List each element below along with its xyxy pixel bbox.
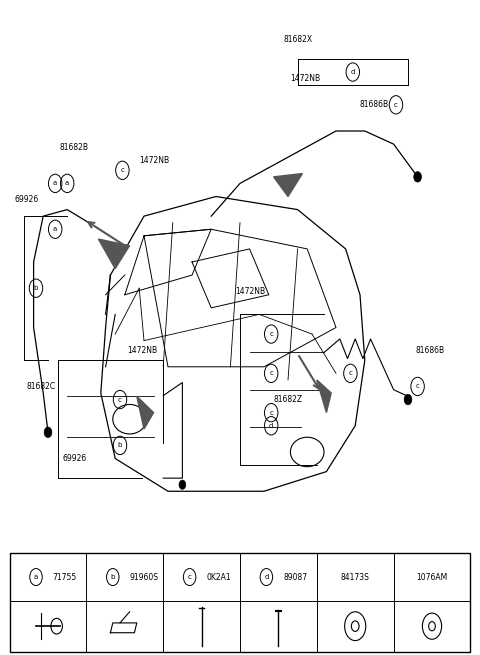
Text: 89087: 89087 <box>283 572 307 582</box>
Text: 81682C: 81682C <box>26 382 55 391</box>
Text: a: a <box>65 180 69 187</box>
Polygon shape <box>274 174 302 196</box>
Text: c: c <box>269 331 273 337</box>
Text: 1076AM: 1076AM <box>416 572 448 582</box>
Text: 84173S: 84173S <box>341 572 370 582</box>
Text: 81686B: 81686B <box>360 100 389 109</box>
Text: 81686B: 81686B <box>415 346 444 355</box>
Text: d: d <box>350 69 355 75</box>
Text: c: c <box>269 370 273 377</box>
Text: c: c <box>416 383 420 390</box>
Text: d: d <box>269 422 274 429</box>
Text: c: c <box>269 409 273 416</box>
Circle shape <box>404 394 412 405</box>
Circle shape <box>44 427 52 438</box>
Text: b: b <box>110 574 115 580</box>
Text: 1472NB: 1472NB <box>235 287 265 296</box>
Text: c: c <box>394 102 398 108</box>
Text: 69926: 69926 <box>62 454 86 463</box>
Text: c: c <box>120 167 124 174</box>
Text: c: c <box>348 370 352 377</box>
Text: 1472NB: 1472NB <box>127 346 157 355</box>
Text: c: c <box>118 396 122 403</box>
Text: 81682Z: 81682Z <box>274 395 302 404</box>
Text: b: b <box>118 442 122 449</box>
Text: 71755: 71755 <box>53 572 77 582</box>
Circle shape <box>179 480 186 489</box>
Polygon shape <box>317 380 331 413</box>
Text: c: c <box>188 574 192 580</box>
Text: 1472NB: 1472NB <box>290 74 321 83</box>
Polygon shape <box>98 239 130 269</box>
Text: 1472NB: 1472NB <box>139 156 169 165</box>
Text: a: a <box>53 180 57 187</box>
Text: d: d <box>264 574 269 580</box>
Text: 91960S: 91960S <box>130 572 158 582</box>
Polygon shape <box>137 396 154 429</box>
Text: 69926: 69926 <box>14 195 39 204</box>
Text: a: a <box>34 574 38 580</box>
Text: a: a <box>53 226 57 233</box>
Text: 81682B: 81682B <box>60 143 89 152</box>
Text: b: b <box>34 285 38 291</box>
Circle shape <box>414 172 421 182</box>
Text: 0K2A1: 0K2A1 <box>206 572 231 582</box>
Text: 81682X: 81682X <box>283 35 312 44</box>
